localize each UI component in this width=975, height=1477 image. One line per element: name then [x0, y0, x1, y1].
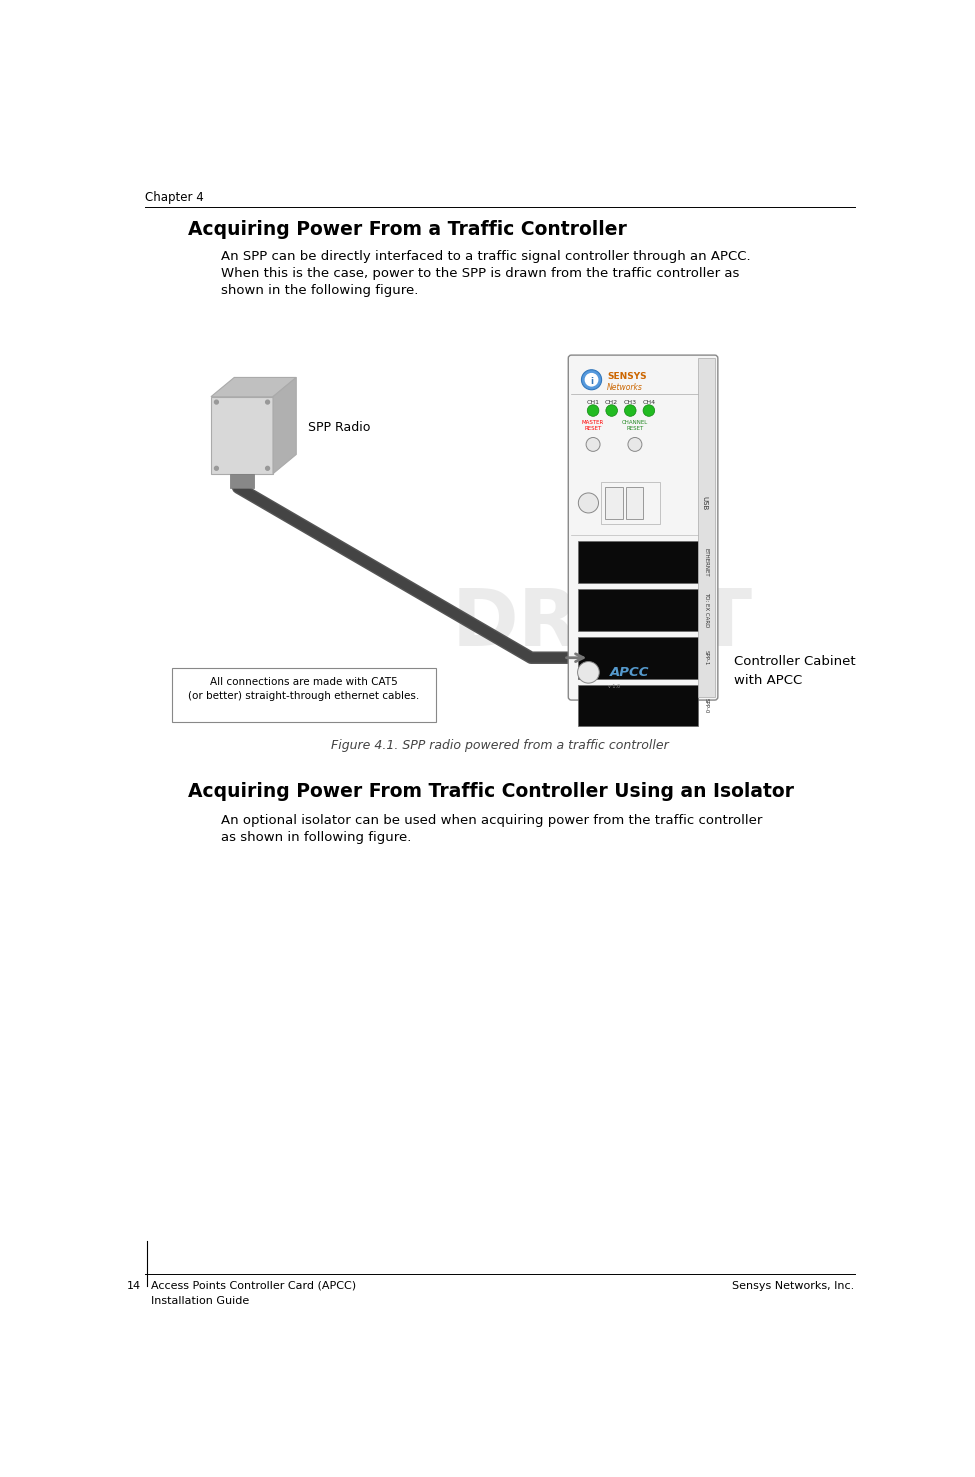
Text: CH1: CH1 — [587, 400, 600, 405]
Text: TO: EX CARD: TO: EX CARD — [704, 592, 709, 628]
Circle shape — [644, 405, 654, 417]
Text: USB: USB — [702, 496, 708, 510]
Circle shape — [624, 405, 636, 417]
FancyBboxPatch shape — [568, 354, 718, 700]
Circle shape — [586, 437, 600, 452]
Text: i: i — [590, 378, 593, 387]
Text: Networks: Networks — [607, 383, 643, 391]
FancyBboxPatch shape — [605, 487, 622, 518]
Polygon shape — [273, 378, 296, 474]
Circle shape — [587, 405, 599, 417]
Circle shape — [214, 467, 218, 470]
Circle shape — [581, 369, 602, 390]
Text: CHANNEL
RESET: CHANNEL RESET — [622, 419, 648, 431]
Text: 14: 14 — [127, 1281, 141, 1291]
FancyBboxPatch shape — [577, 589, 698, 631]
Text: CH2: CH2 — [605, 400, 618, 405]
Polygon shape — [211, 397, 273, 474]
Polygon shape — [211, 378, 296, 397]
Text: ETHERNET: ETHERNET — [704, 548, 709, 576]
Circle shape — [577, 662, 600, 684]
Circle shape — [214, 400, 218, 405]
Circle shape — [265, 467, 269, 470]
Text: SPP-1: SPP-1 — [704, 650, 709, 666]
Text: Installation Guide: Installation Guide — [151, 1295, 250, 1306]
Text: v 1.0: v 1.0 — [608, 684, 620, 690]
Text: shown in the following figure.: shown in the following figure. — [221, 284, 418, 297]
FancyBboxPatch shape — [173, 668, 436, 722]
Text: DRAFT: DRAFT — [451, 585, 753, 663]
Text: SENSYS: SENSYS — [607, 372, 646, 381]
Text: Acquiring Power From Traffic Controller Using an Isolator: Acquiring Power From Traffic Controller … — [188, 781, 794, 801]
Text: Controller Cabinet
with APCC: Controller Cabinet with APCC — [734, 654, 856, 687]
FancyBboxPatch shape — [698, 359, 715, 697]
Text: Sensys Networks, Inc.: Sensys Networks, Inc. — [732, 1281, 854, 1291]
Text: All connections are made with CAT5
(or better) straight-through ethernet cables.: All connections are made with CAT5 (or b… — [188, 676, 419, 702]
Text: APCC: APCC — [603, 710, 641, 725]
Text: Figure 4.1. SPP radio powered from a traffic controller: Figure 4.1. SPP radio powered from a tra… — [331, 740, 669, 752]
Text: as shown in following figure.: as shown in following figure. — [221, 832, 411, 843]
Text: MASTER
RESET: MASTER RESET — [582, 419, 604, 431]
Circle shape — [628, 437, 642, 452]
Text: SPP Radio: SPP Radio — [308, 421, 370, 434]
Text: An optional isolator can be used when acquiring power from the traffic controlle: An optional isolator can be used when ac… — [221, 814, 762, 827]
FancyBboxPatch shape — [577, 542, 698, 583]
Text: When this is the case, power to the SPP is drawn from the traffic controller as: When this is the case, power to the SPP … — [221, 267, 739, 281]
Text: Access Points Controller Card (APCC): Access Points Controller Card (APCC) — [151, 1281, 357, 1291]
FancyBboxPatch shape — [230, 474, 254, 487]
Text: APCC: APCC — [609, 666, 649, 679]
Text: Acquiring Power From a Traffic Controller: Acquiring Power From a Traffic Controlle… — [188, 220, 627, 239]
Circle shape — [265, 400, 269, 405]
FancyBboxPatch shape — [577, 637, 698, 678]
Text: SPP-0: SPP-0 — [704, 697, 709, 713]
Circle shape — [605, 405, 617, 417]
FancyBboxPatch shape — [577, 685, 698, 727]
FancyBboxPatch shape — [626, 487, 643, 518]
Text: Chapter 4: Chapter 4 — [145, 191, 204, 204]
Circle shape — [578, 493, 599, 513]
Text: CH4: CH4 — [643, 400, 655, 405]
Text: CH3: CH3 — [624, 400, 637, 405]
Circle shape — [585, 374, 598, 385]
Text: An SPP can be directly interfaced to a traffic signal controller through an APCC: An SPP can be directly interfaced to a t… — [221, 251, 751, 263]
